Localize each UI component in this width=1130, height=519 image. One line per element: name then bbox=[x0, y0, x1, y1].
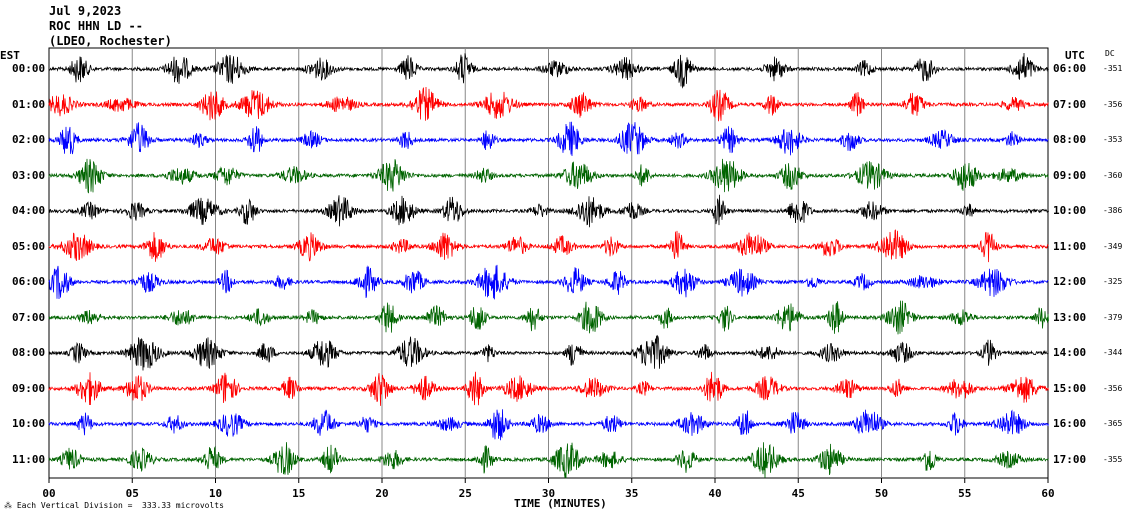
trace-line bbox=[48, 300, 1049, 335]
trace-line bbox=[48, 442, 1049, 479]
trace-line bbox=[48, 52, 1049, 89]
x-tick-label: 10 bbox=[208, 487, 223, 500]
row-label-est: 08:00 bbox=[12, 346, 46, 359]
dc-corner-label: DC bbox=[1105, 49, 1115, 58]
row-label-est: 02:00 bbox=[12, 133, 46, 146]
scale-note-text: Each Vertical Division = 333.33 microvol… bbox=[16, 501, 224, 510]
x-tick-label: 45 bbox=[791, 487, 805, 500]
scale-note: ⁂ Each Vertical Division = 333.33 microv… bbox=[4, 501, 224, 510]
x-axis-label: TIME (MINUTES) bbox=[514, 497, 607, 510]
row-label-est: 00:00 bbox=[12, 62, 46, 75]
row-label-est: 06:00 bbox=[12, 275, 46, 288]
row-label-utc: 16:00 bbox=[1053, 417, 1087, 430]
trace-line bbox=[48, 229, 1049, 263]
row-label-utc: 15:00 bbox=[1053, 381, 1087, 395]
trace-line bbox=[48, 86, 1049, 122]
x-tick-label: 50 bbox=[874, 487, 889, 500]
x-tick-label: 35 bbox=[625, 487, 639, 500]
x-tick-label: 00 bbox=[42, 487, 56, 500]
row-label-utc: 06:00 bbox=[1053, 62, 1087, 75]
row-label-dc: -355 bbox=[1103, 454, 1123, 464]
row-label-utc: 09:00 bbox=[1053, 168, 1087, 182]
row-label-utc: 08:00 bbox=[1053, 133, 1087, 146]
row-label-est: 05:00 bbox=[12, 239, 46, 253]
row-label-est: 04:00 bbox=[12, 204, 46, 217]
trace-line bbox=[48, 371, 1049, 406]
trace-line bbox=[48, 264, 1049, 300]
row-label-est: 11:00 bbox=[12, 452, 46, 466]
network-label: (LDEO, Rochester) bbox=[49, 34, 172, 48]
trace-line bbox=[48, 121, 1049, 157]
row-label-est: 07:00 bbox=[12, 310, 46, 324]
row-label-dc: -344 bbox=[1103, 348, 1123, 357]
est-corner-label: EST bbox=[0, 49, 20, 62]
row-label-utc: 17:00 bbox=[1053, 452, 1087, 466]
trace-line bbox=[48, 194, 1049, 228]
row-label-utc: 07:00 bbox=[1053, 97, 1087, 111]
row-label-utc: 11:00 bbox=[1053, 239, 1087, 253]
row-label-dc: -351 bbox=[1103, 64, 1123, 73]
row-label-dc: -360 bbox=[1103, 170, 1123, 180]
row-label-est: 10:00 bbox=[12, 417, 46, 430]
x-tick-label: 25 bbox=[458, 487, 472, 500]
x-tick-label: 30 bbox=[541, 487, 556, 500]
row-label-est: 03:00 bbox=[12, 168, 46, 182]
station-label: ROC HHN LD -- bbox=[49, 19, 143, 33]
row-label-dc: -365 bbox=[1103, 419, 1123, 428]
row-label-dc: -356 bbox=[1103, 383, 1123, 393]
scale-icon: ⁂ bbox=[4, 501, 17, 510]
x-tick-label: 05 bbox=[125, 487, 139, 500]
row-label-est: 09:00 bbox=[12, 381, 46, 395]
row-label-dc: -379 bbox=[1103, 312, 1123, 322]
row-label-utc: 12:00 bbox=[1053, 275, 1087, 288]
row-label-dc: -386 bbox=[1103, 206, 1123, 215]
row-label-dc: -356 bbox=[1103, 99, 1123, 109]
row-label-est: 01:00 bbox=[12, 97, 46, 111]
x-tick-label: 55 bbox=[958, 487, 972, 500]
row-label-utc: 13:00 bbox=[1053, 310, 1087, 324]
x-tick-label: 20 bbox=[375, 487, 389, 500]
x-tick-label: 15 bbox=[292, 487, 306, 500]
row-label-utc: 14:00 bbox=[1053, 346, 1087, 359]
utc-corner-label: UTC bbox=[1065, 49, 1085, 62]
trace-line bbox=[48, 409, 1049, 441]
row-label-dc: -349 bbox=[1103, 241, 1123, 251]
trace-line bbox=[48, 334, 1049, 371]
row-label-dc: -325 bbox=[1103, 277, 1123, 286]
x-tick-label: 60 bbox=[1041, 487, 1055, 500]
row-label-utc: 10:00 bbox=[1053, 204, 1087, 217]
x-tick-label: 40 bbox=[708, 487, 722, 500]
date-label: Jul 9,2023 bbox=[49, 4, 122, 18]
row-label-dc: -353 bbox=[1103, 135, 1123, 144]
trace-line bbox=[48, 158, 1049, 194]
